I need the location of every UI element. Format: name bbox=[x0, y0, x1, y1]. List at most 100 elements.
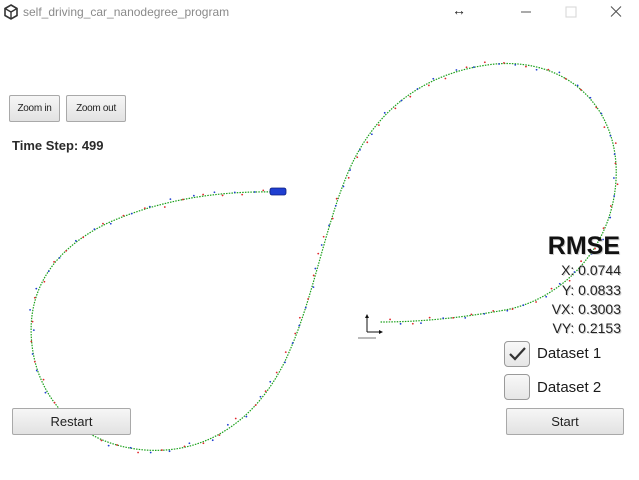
resize-arrows-icon[interactable]: ↔ bbox=[452, 2, 466, 18]
measurement-dot bbox=[511, 308, 514, 310]
dataset-1-label[interactable]: Dataset 1 bbox=[537, 345, 602, 362]
dataset-1-checkbox[interactable] bbox=[504, 341, 530, 367]
measurement-dot bbox=[613, 153, 616, 156]
measurement-dot bbox=[169, 198, 172, 200]
measurement-dot bbox=[609, 134, 612, 137]
measurement-dot bbox=[589, 96, 592, 99]
zoom-out-button[interactable]: Zoom out bbox=[66, 95, 126, 122]
measurement-dot bbox=[614, 162, 617, 165]
rmse-x-value: X: 0.0744 bbox=[561, 262, 621, 278]
measurement-dot bbox=[573, 271, 576, 273]
measurement-dot bbox=[452, 316, 454, 319]
measurement-dot bbox=[35, 287, 38, 290]
measurement-dot bbox=[262, 189, 265, 192]
measurement-dot bbox=[284, 361, 286, 364]
measurement-dot bbox=[366, 141, 369, 144]
measurement-dot bbox=[580, 260, 583, 263]
measurement-dot bbox=[82, 236, 85, 239]
measurement-dot bbox=[241, 193, 244, 196]
measurement-dot bbox=[432, 77, 435, 80]
measurement-dot bbox=[149, 451, 152, 454]
measurement-dot bbox=[464, 316, 467, 319]
measurement-dot bbox=[503, 61, 505, 64]
measurement-dot bbox=[130, 212, 133, 215]
measurement-dot bbox=[492, 309, 495, 312]
measurement-dot bbox=[465, 66, 468, 69]
unity-icon bbox=[4, 4, 18, 20]
measurement-dot bbox=[35, 369, 38, 372]
measurement-dot bbox=[74, 239, 77, 242]
measurement-dot bbox=[377, 124, 380, 126]
measurement-dot bbox=[53, 401, 56, 404]
measurement-dot bbox=[409, 95, 412, 98]
measurement-dot bbox=[331, 217, 334, 220]
measurement-dot bbox=[100, 439, 103, 442]
measurement-dot bbox=[335, 197, 338, 200]
minimize-icon[interactable] bbox=[516, 3, 536, 21]
measurement-dot bbox=[603, 126, 606, 129]
measurement-dot bbox=[43, 280, 46, 283]
measurement-dot bbox=[211, 439, 214, 442]
measurement-dot bbox=[275, 371, 278, 374]
measurement-dot bbox=[455, 69, 458, 71]
measurement-dot bbox=[307, 298, 310, 300]
measurement-dot bbox=[102, 222, 104, 225]
measurement-dot bbox=[613, 195, 616, 197]
measurement-dot bbox=[264, 390, 267, 393]
measurement-dot bbox=[122, 214, 125, 217]
measurement-dot bbox=[107, 444, 110, 447]
zoom-in-button[interactable]: Zoom in bbox=[9, 95, 60, 122]
measurement-dot bbox=[427, 84, 430, 87]
measurement-dot bbox=[558, 282, 561, 285]
measurement-dot bbox=[334, 204, 337, 207]
measurement-dot bbox=[163, 206, 166, 208]
measurement-dot bbox=[602, 238, 604, 241]
checkmark-icon bbox=[509, 347, 526, 361]
measurement-dot bbox=[33, 296, 36, 299]
measurement-dot bbox=[30, 340, 33, 343]
measurement-dot bbox=[259, 395, 262, 398]
start-button[interactable]: Start bbox=[506, 408, 624, 435]
measurement-dot bbox=[304, 306, 307, 309]
measurement-dot bbox=[93, 228, 96, 231]
dataset-2-checkbox[interactable] bbox=[504, 374, 530, 400]
measurement-dot bbox=[342, 185, 345, 188]
measurement-dot bbox=[109, 222, 112, 225]
measurement-dot bbox=[44, 391, 47, 394]
measurement-dot bbox=[535, 68, 538, 71]
restart-button[interactable]: Restart bbox=[12, 408, 131, 435]
measurement-dot bbox=[284, 351, 287, 354]
measurement-dot bbox=[590, 253, 593, 256]
measurement-dot bbox=[322, 235, 325, 238]
measurement-dot bbox=[312, 274, 315, 277]
measurement-dot bbox=[616, 183, 619, 186]
measurement-dot bbox=[29, 308, 31, 311]
measurement-dot bbox=[188, 442, 191, 445]
measurement-dot bbox=[564, 77, 567, 80]
rmse-title: RMSE bbox=[547, 232, 620, 260]
measurement-dot bbox=[291, 342, 294, 344]
measurement-dot bbox=[328, 224, 330, 227]
measurement-dot bbox=[137, 451, 139, 454]
dataset-2-label[interactable]: Dataset 2 bbox=[537, 379, 602, 396]
measurement-dot bbox=[545, 295, 548, 298]
maximize-icon[interactable] bbox=[561, 3, 581, 21]
measurement-dot bbox=[182, 198, 184, 201]
measurement-dot bbox=[609, 205, 612, 207]
measurement-dot bbox=[383, 111, 386, 114]
measurement-dot bbox=[148, 205, 151, 208]
measurement-dot bbox=[58, 256, 61, 259]
measurement-dot bbox=[31, 320, 34, 323]
measurement-dot bbox=[416, 88, 419, 90]
rmse-y-value: Y: 0.0833 bbox=[561, 282, 621, 298]
measurement-dot bbox=[213, 191, 216, 194]
measurement-dot bbox=[579, 88, 582, 91]
measurement-dot bbox=[399, 322, 402, 325]
measurement-dot bbox=[600, 112, 603, 115]
measurement-dot bbox=[202, 193, 205, 196]
rmse-vy-value: VY: 0.2153 bbox=[552, 320, 621, 336]
close-icon[interactable] bbox=[606, 3, 626, 21]
measurement-dot bbox=[428, 316, 431, 319]
measurement-dot bbox=[609, 216, 612, 219]
